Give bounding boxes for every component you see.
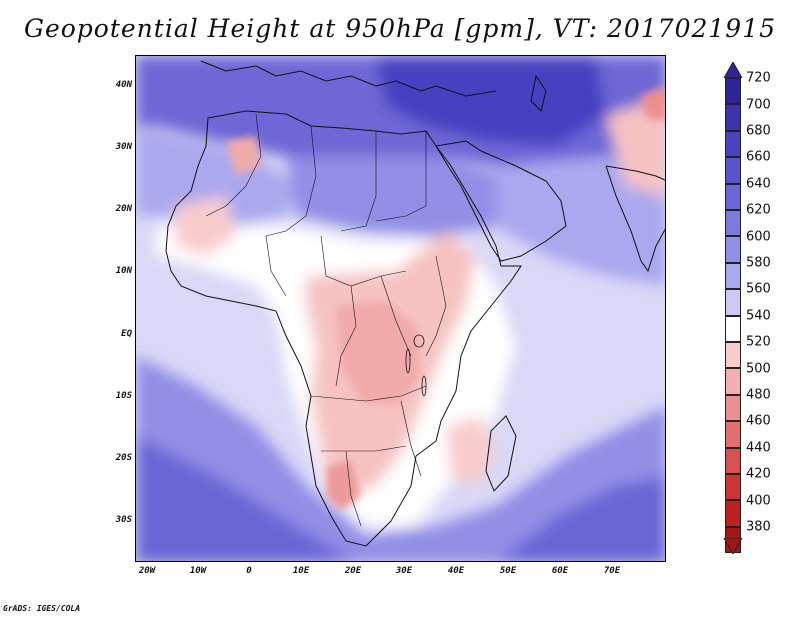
colorbar-swatch bbox=[725, 236, 741, 263]
lat-label: 40N bbox=[115, 80, 132, 90]
border-line bbox=[345, 450, 362, 527]
lon-label: 0 bbox=[246, 566, 252, 576]
colorbar-swatch bbox=[725, 447, 741, 474]
field-himalaya-low bbox=[641, 86, 665, 121]
border-line bbox=[265, 235, 287, 297]
colorbar-swatch bbox=[725, 157, 741, 184]
colorbar-label: 700 bbox=[746, 97, 771, 113]
field-middle-east-high bbox=[376, 56, 606, 146]
colorbar-label: 540 bbox=[746, 308, 771, 324]
colorbar-swatch bbox=[725, 474, 741, 501]
colorbar-label: 460 bbox=[746, 413, 771, 429]
colorbar-top-arrow bbox=[723, 62, 743, 78]
grads-credit: GrADS: IGES/COLA bbox=[3, 604, 81, 613]
lon-label: 10W bbox=[189, 566, 207, 576]
lon-label: 20W bbox=[138, 566, 156, 576]
field-west-sahara bbox=[136, 126, 296, 226]
border-line bbox=[310, 385, 427, 402]
lon-label: 50E bbox=[499, 566, 517, 576]
colorbar-swatch bbox=[725, 183, 741, 210]
lat-label: 10S bbox=[115, 391, 132, 401]
colorbar-swatch bbox=[725, 78, 741, 105]
lon-label: 70E bbox=[603, 566, 621, 576]
map-title: Geopotential Height at 950hPa [gpm], VT:… bbox=[23, 14, 777, 43]
field-west-africa-low bbox=[176, 196, 236, 256]
lat-label: 20S bbox=[115, 453, 132, 463]
colorbar-label: 600 bbox=[746, 229, 771, 245]
colorbar-label: 640 bbox=[746, 176, 771, 192]
colorbar-label: 720 bbox=[746, 70, 771, 86]
field-tibet-low bbox=[606, 96, 665, 196]
lon-label: 20E bbox=[344, 566, 362, 576]
height-field-map bbox=[136, 56, 665, 561]
lakes bbox=[405, 334, 427, 397]
lat-label: 30S bbox=[115, 515, 132, 525]
field-congo-deeper-low bbox=[336, 301, 421, 406]
colorbar-bottom-arrow bbox=[723, 538, 743, 554]
lake bbox=[421, 375, 427, 397]
colorbar-swatch bbox=[725, 421, 741, 448]
colorbar-swatch bbox=[725, 315, 741, 342]
field-central-sahara bbox=[286, 156, 506, 236]
lake bbox=[405, 348, 411, 374]
lon-label: 10E bbox=[292, 566, 310, 576]
field-madagascar-low bbox=[446, 416, 496, 486]
border-line bbox=[425, 255, 447, 357]
colorbar-swatch bbox=[725, 210, 741, 237]
border-line bbox=[335, 285, 357, 387]
colorbar-label: 580 bbox=[746, 255, 771, 271]
colorbar-label: 480 bbox=[746, 387, 771, 403]
colorbar-label: 420 bbox=[746, 466, 771, 482]
coastlines bbox=[165, 60, 665, 547]
colorbar-label: 520 bbox=[746, 334, 771, 350]
map-panel bbox=[135, 55, 666, 562]
border-line bbox=[340, 131, 377, 232]
lat-label: 30N bbox=[115, 142, 132, 152]
madagascar-coastline bbox=[485, 415, 517, 492]
colorbar-swatch bbox=[725, 368, 741, 395]
colorbar-label: 500 bbox=[746, 361, 771, 377]
caspian-coastline bbox=[530, 74, 547, 112]
lake bbox=[413, 334, 425, 348]
colorbar-swatch bbox=[725, 262, 741, 290]
lat-label: EQ bbox=[121, 329, 132, 339]
india-coastline bbox=[605, 165, 665, 273]
country-borders bbox=[205, 113, 447, 527]
field-arabia bbox=[496, 151, 665, 286]
colorbar-swatch bbox=[725, 104, 741, 131]
lat-label: 20N bbox=[115, 204, 132, 214]
border-line bbox=[265, 125, 317, 237]
colorbar-swatch bbox=[725, 394, 741, 422]
colorbar-label: 400 bbox=[746, 493, 771, 509]
field-south-indian-low bbox=[498, 476, 665, 561]
colorbar-swatch bbox=[725, 342, 741, 369]
colorbar-label: 660 bbox=[746, 149, 771, 165]
border-line bbox=[375, 131, 427, 222]
border-line bbox=[380, 275, 412, 357]
colorbar-swatch bbox=[725, 130, 741, 158]
border-line bbox=[321, 445, 407, 452]
colorbar-swatch bbox=[725, 500, 741, 527]
border-line bbox=[205, 113, 262, 217]
field-south-atlantic-low bbox=[136, 436, 353, 561]
europe-coastline bbox=[200, 60, 497, 97]
colorbar-swatch bbox=[725, 289, 741, 316]
africa-coastline bbox=[165, 110, 522, 547]
lon-label: 40E bbox=[447, 566, 465, 576]
lon-label: 30E bbox=[395, 566, 413, 576]
field-atlas-low bbox=[226, 136, 261, 176]
colorbar-label: 620 bbox=[746, 202, 771, 218]
colorbar-label: 680 bbox=[746, 123, 771, 139]
border-line bbox=[400, 400, 422, 477]
colorbar-label: 560 bbox=[746, 281, 771, 297]
lat-label: 10N bbox=[115, 266, 132, 276]
colorbar-label: 440 bbox=[746, 440, 771, 456]
arabia-coastline bbox=[435, 140, 567, 262]
lon-label: 60E bbox=[551, 566, 569, 576]
field-kalahari-low bbox=[326, 461, 361, 511]
colorbar-label: 380 bbox=[746, 519, 771, 535]
